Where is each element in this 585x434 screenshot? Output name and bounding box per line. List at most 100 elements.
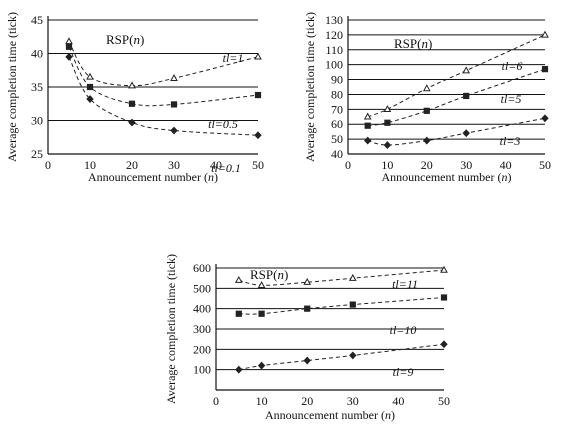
chart-1-series-3-point — [65, 52, 73, 61]
chart-1-y-tick-label: 35 — [31, 80, 43, 94]
chart-3-series-3-point — [257, 361, 266, 370]
chart-1-series-3-point — [86, 95, 94, 103]
chart-3-series-line-2 — [238, 296, 445, 315]
chart-2-x-tick-label: 20 — [421, 158, 433, 172]
chart-3: 100 200 300 400 500 600 0 10 20 30 40 50 Announcemen… — [164, 254, 450, 422]
chart-3-x-tick-label: 10 — [256, 394, 268, 408]
chart-2-series-1-point — [363, 112, 372, 120]
chart-3-series-label: tl=9 — [393, 365, 414, 379]
chart-3-x-axis-label: Announcement number (n) — [265, 408, 395, 422]
chart-3-series-2-point — [349, 301, 356, 308]
chart-1-y-tick-label: 30 — [31, 114, 43, 128]
chart-2-series-label: tl=6 — [502, 59, 523, 73]
chart-1-series-1-point — [86, 72, 94, 80]
chart-2-y-tick-label: 130 — [325, 13, 343, 27]
chart-2-x-tick-label: 0 — [345, 158, 351, 172]
chart-2-series-2-point — [463, 92, 470, 100]
chart-2-series-1-point — [462, 66, 471, 74]
chart-1-x-tick-label: 50 — [252, 158, 264, 172]
chart-1-series-2-point — [254, 91, 262, 99]
chart-1-series-label: tl=0.1 — [211, 161, 241, 175]
chart-2-series-3-point — [364, 136, 372, 145]
chart-3-y-tick-label: 100 — [193, 363, 211, 377]
chart-2-y-tick-label: 60 — [331, 117, 343, 131]
chart-2-series-line-3 — [367, 117, 546, 146]
chart-2-x-tick-label: 30 — [460, 158, 472, 172]
chart-1-series-2-point — [170, 101, 178, 108]
chart-1-x-tick-label: 10 — [84, 158, 96, 172]
chart-2-series-3-point — [423, 136, 431, 145]
chart-2-y-tick-label: 120 — [325, 28, 343, 42]
chart-3-series-line-3 — [238, 343, 445, 371]
chart-3-y-tick-label: 500 — [193, 281, 211, 295]
chart-2-y-tick-label: 80 — [331, 87, 343, 101]
chart-1-series-1-point — [128, 81, 136, 89]
chart-1-series-3-point — [254, 131, 262, 140]
chart-2-series-2-point — [541, 66, 549, 73]
chart-1-x-tick-label: 40 — [210, 158, 222, 172]
chart-1-series-1-point — [170, 74, 178, 81]
chart-3-x-tick-label: 20 — [301, 394, 313, 408]
chart-3-series-2-point — [258, 310, 265, 317]
chart-2-title: RSP(n) — [394, 36, 432, 51]
chart-2-y-axis-label: Average completion time (tick) — [303, 12, 317, 162]
chart-3-series-2-point — [304, 305, 311, 312]
chart-3-series-2-point — [235, 310, 242, 317]
chart-2-y-tick-label: 110 — [325, 43, 343, 57]
chart-2-series-2-point — [364, 122, 371, 129]
chart-1-y-tick-label: 45 — [31, 13, 43, 27]
chart-2-series-2-point — [423, 107, 430, 114]
chart-2-series-1-point — [541, 30, 549, 38]
chart-2-x-tick-label: 10 — [381, 158, 393, 172]
chart-2-y-tick-label: 50 — [331, 132, 343, 146]
chart-3-title: RSP(n) — [250, 267, 288, 282]
chart-3-x-tick-label: 40 — [392, 394, 404, 408]
chart-3-series-1-point — [257, 281, 266, 288]
chart-2-y-tick-label: 100 — [325, 58, 343, 72]
chart-3-series-3-point — [235, 365, 243, 374]
chart-2-x-axis-label: Announcement number (n) — [382, 170, 512, 184]
chart-1-series-3-point — [170, 126, 178, 135]
chart-2-y-tick-label: 40 — [331, 147, 343, 161]
chart-3-series-2-point — [440, 294, 448, 301]
chart-1: 25 30 35 40 45 0 10 20 30 40 50 Announcement number… — [5, 12, 264, 184]
chart-1-series-2-point — [65, 43, 73, 50]
chart-3-series-line-1 — [238, 269, 445, 286]
chart-3-series-3-point — [303, 356, 311, 365]
chart-2-y-tick-label: 70 — [331, 102, 343, 116]
chart-1-x-axis-label: Announcement number (n) — [88, 170, 218, 184]
chart-3-y-axis-label: Average completion time (tick) — [164, 254, 178, 404]
chart-2-series-3-point — [383, 141, 392, 149]
chart-1-y-tick-label: 40 — [31, 47, 43, 61]
chart-2-series-3-point — [541, 114, 549, 123]
chart-1-series-2-point — [86, 83, 94, 91]
chart-2-series-2-point — [384, 119, 391, 126]
chart-1-series-1-point — [65, 37, 73, 45]
chart-2-series-1-point — [383, 105, 392, 113]
chart-1-series-1-point — [254, 52, 262, 60]
chart-3-series-1-point — [440, 265, 448, 273]
chart-3-series-1-point — [348, 273, 357, 281]
chart-3-series-label: tl=11 — [392, 277, 418, 291]
chart-1-y-tick-label: 25 — [31, 147, 43, 161]
chart-3-y-tick-label: 200 — [193, 342, 211, 356]
chart-2-x-tick-label: 50 — [539, 158, 551, 172]
chart-2-series-3-point — [462, 129, 470, 138]
chart-3-y-tick-label: 400 — [193, 302, 211, 316]
chart-3-y-tick-label: 300 — [193, 322, 211, 336]
chart-3-y-tick-label: 600 — [193, 261, 211, 275]
chart-3-x-tick-label: 50 — [438, 394, 450, 408]
chart-2-series-1-point — [422, 84, 431, 92]
chart-1-y-axis-label: Average completion time (tick) — [5, 12, 19, 162]
chart-3-series-1-point — [234, 275, 243, 283]
chart-1-series-label: tl=0.5 — [208, 117, 238, 131]
chart-3-x-tick-label: 0 — [213, 394, 219, 408]
chart-1-series-2-point — [128, 100, 136, 107]
chart-2-x-tick-label: 40 — [500, 158, 512, 172]
chart-1-x-tick-label: 0 — [45, 158, 51, 172]
chart-2-series-label: tl=3 — [500, 134, 521, 148]
chart-2-series-label: tl=5 — [501, 92, 522, 106]
chart-1-x-tick-label: 20 — [126, 158, 138, 172]
